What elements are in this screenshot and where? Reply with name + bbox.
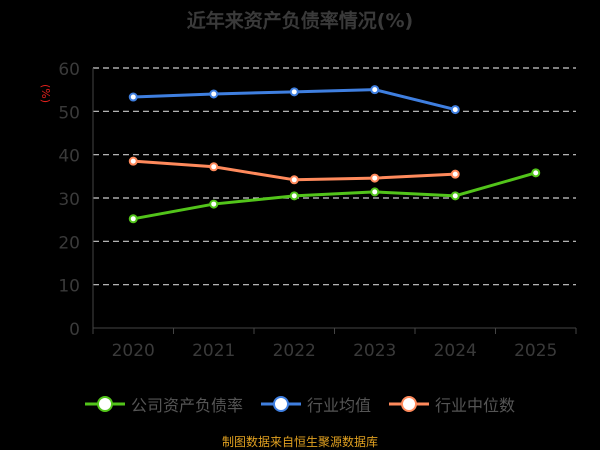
- data-point: [289, 175, 299, 185]
- x-tick-label: 2024: [434, 341, 477, 361]
- data-point: [128, 92, 138, 102]
- data-point: [128, 214, 138, 224]
- legend: 公司资产负债率 行业均值 行业中位数: [0, 392, 600, 416]
- data-point: [209, 199, 219, 209]
- x-tick-label: 2022: [273, 341, 316, 361]
- legend-marker-icon: [260, 396, 301, 412]
- legend-item[interactable]: 行业均值: [260, 392, 371, 416]
- legend-item[interactable]: 公司资产负债率: [84, 392, 243, 416]
- y-tick-label: 0: [69, 320, 80, 340]
- series-line-0: [132, 171, 537, 221]
- x-tick-label: 2021: [192, 341, 235, 361]
- y-tick-label: 30: [58, 190, 80, 210]
- data-point: [289, 191, 299, 201]
- data-point: [450, 105, 460, 115]
- y-tick-label: 20: [58, 233, 80, 253]
- legend-marker-icon: [84, 396, 125, 412]
- legend-label: 公司资产负债率: [130, 396, 243, 415]
- x-tick-label: 2025: [514, 341, 557, 361]
- data-point: [209, 89, 219, 99]
- legend-item[interactable]: 行业中位数: [389, 392, 515, 416]
- y-tick-label: 40: [58, 147, 80, 167]
- data-point: [370, 173, 380, 183]
- y-tick-label: 50: [58, 103, 80, 123]
- y-tick-label: 60: [58, 60, 80, 80]
- legend-label: 行业中位数: [435, 396, 516, 415]
- data-point: [370, 187, 380, 197]
- legend-marker-icon: [389, 396, 429, 412]
- data-point: [128, 156, 138, 166]
- data-point: [289, 87, 299, 97]
- data-point: [450, 169, 460, 179]
- y-tick-label: 10: [58, 277, 80, 297]
- x-tick-label: 2020: [112, 341, 155, 361]
- legend-label: 行业均值: [306, 396, 371, 415]
- data-point: [531, 168, 541, 178]
- x-tick-label: 2023: [353, 341, 396, 361]
- footer-source: 制图数据来自恒生聚源数据库: [221, 435, 378, 449]
- data-point: [209, 162, 219, 172]
- data-point: [370, 85, 380, 95]
- data-point: [450, 191, 460, 201]
- chart-title: 近年来资产负债率情况(%): [186, 10, 414, 32]
